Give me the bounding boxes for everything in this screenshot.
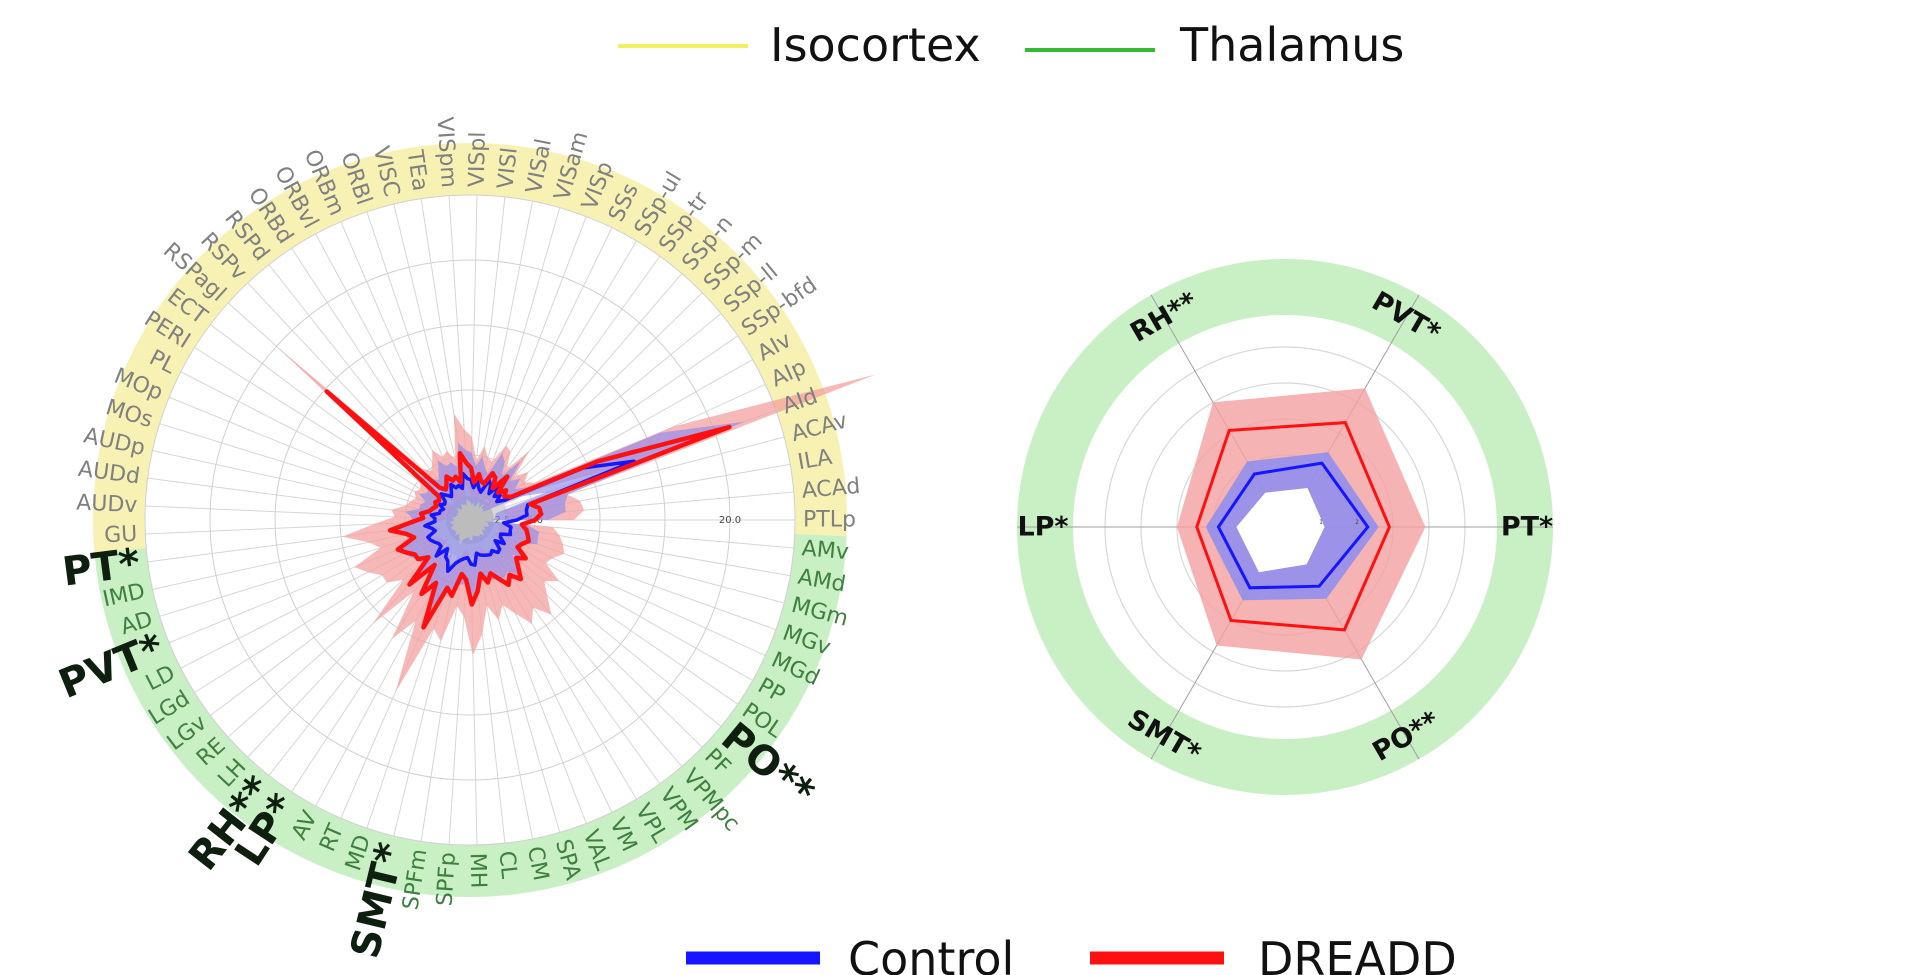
dreadd-line: [324, 389, 732, 630]
radial-tick-label: 20.0: [719, 515, 741, 526]
left-radar-chart: 2.5 5.0 20.0 PTLpACAdILAACAvAIdAIpAIvSSp-bf…: [53, 116, 877, 963]
radial-tick-label: 2.5: [495, 515, 511, 526]
right-category-label-3: LP*: [1017, 512, 1068, 543]
region-label-GU: GU: [104, 522, 138, 548]
region-label-SPFp: SPFp: [433, 851, 461, 906]
right-dreadd-line: [1195, 421, 1392, 632]
region-label-CL: CL: [493, 850, 521, 881]
region-label-VISpl: VISpl: [465, 131, 491, 187]
legend-control-label: Control: [848, 932, 1014, 975]
legend-top: Isocortex Thalamus: [618, 18, 1404, 72]
right-radial-tick-label: 2: [1355, 519, 1359, 526]
region-label-VISpm: VISpm: [431, 116, 461, 188]
region-label-PTLp: PTLp: [803, 508, 856, 533]
grid-ring-3: [209, 259, 731, 781]
isocortex-band: [93, 143, 847, 553]
grid-ring-2: [274, 324, 666, 716]
grid-ring-4: [144, 194, 796, 846]
significant-label-PT: PT*: [60, 540, 143, 596]
legend-isocortex-label: Isocortex: [770, 18, 981, 72]
region-label-MH: MH: [465, 853, 491, 889]
right-control-line: [1216, 461, 1370, 590]
right-category-label-0: PT*: [1501, 512, 1553, 543]
region-label-AUDv: AUDv: [76, 491, 138, 519]
legend-dreadd-label: DREADD: [1258, 932, 1457, 975]
region-label-AMv: AMv: [801, 536, 850, 565]
region-label-TEa: TEa: [401, 148, 432, 193]
region-label-ACAd: ACAd: [801, 474, 862, 504]
right-radar-chart: 1 2 PT*PVT*RH**LP*SMT* PO**: [1017, 259, 1553, 795]
grid-ring-1: [339, 389, 601, 651]
right-control-band-inner: [1236, 488, 1325, 573]
legend-bottom: Control DREADD: [686, 932, 1457, 975]
legend-thalamus-label: Thalamus: [1179, 18, 1404, 72]
control-band: [393, 421, 745, 606]
region-label-ILA: ILA: [796, 445, 834, 476]
region-label-VISl: VISl: [493, 146, 522, 190]
control-line: [423, 459, 636, 574]
right-radial-tick-label: 1: [1319, 519, 1323, 526]
thalamus-band: [94, 533, 847, 898]
